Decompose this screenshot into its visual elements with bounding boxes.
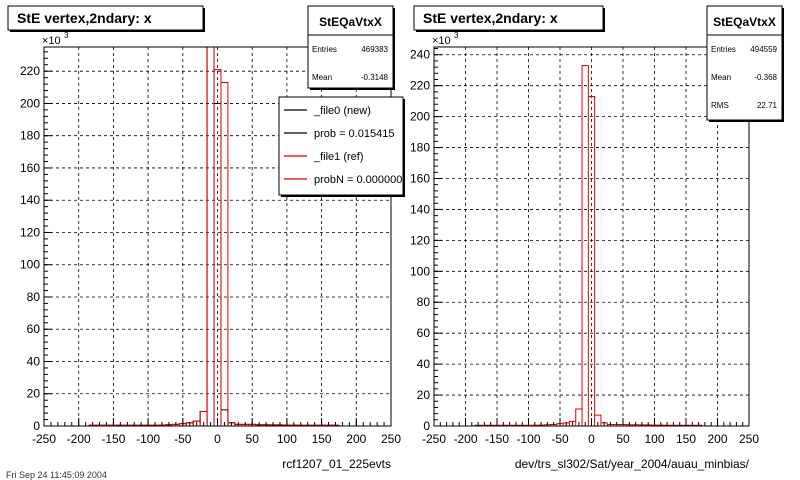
stats-box bbox=[706, 5, 783, 121]
y-tick-label: 40 bbox=[417, 357, 431, 371]
x-tick-label: -50 bbox=[174, 432, 192, 446]
y-multiplier-exponent: 3 bbox=[454, 31, 459, 40]
y-tick-label: 100 bbox=[410, 264, 430, 278]
legend-label: prob = 0.015415 bbox=[314, 128, 394, 140]
y-tick-label: 160 bbox=[20, 161, 40, 175]
y-axis: 0 20 40 60 80 100 120 140 160 180 200 220 bbox=[20, 51, 52, 433]
x-tick-label: 0 bbox=[588, 432, 595, 446]
x-tick-label: 50 bbox=[246, 432, 260, 446]
x-tick-label: 250 bbox=[381, 432, 401, 446]
y-tick-label: 60 bbox=[27, 322, 41, 336]
stats-value: -0.368 bbox=[754, 73, 777, 82]
y-tick-label: 20 bbox=[27, 387, 41, 401]
title-box bbox=[7, 5, 204, 31]
y-multiplier: ×10 bbox=[42, 35, 61, 47]
legend: _file0 (new) prob = 0.015415 _file1 (ref) p… bbox=[278, 96, 405, 197]
stats-name: StEQaVtxX bbox=[713, 15, 776, 29]
y-tick-label: 240 bbox=[410, 48, 430, 62]
legend-label: probN = 0.000000 bbox=[314, 174, 402, 186]
x-axis-label: rcf1207_01_225evts bbox=[282, 457, 391, 471]
bar bbox=[214, 70, 221, 426]
x-tick-label: -200 bbox=[453, 432, 477, 446]
title-box bbox=[413, 5, 604, 31]
y-tick-label: 40 bbox=[27, 354, 41, 368]
x-tick-label: -150 bbox=[485, 432, 509, 446]
y-tick-label: 120 bbox=[410, 233, 430, 247]
y-tick-label: 140 bbox=[410, 202, 430, 216]
x-tick-label: 150 bbox=[312, 432, 332, 446]
x-tick-label: 100 bbox=[644, 432, 664, 446]
x-tick-label: -100 bbox=[136, 432, 160, 446]
x-tick-label: 100 bbox=[277, 432, 297, 446]
stats-label: Entries bbox=[711, 45, 736, 54]
y-tick-label: 120 bbox=[20, 225, 40, 239]
y-tick-label: 140 bbox=[20, 193, 40, 207]
y-tick-label: 100 bbox=[20, 258, 40, 272]
stats-value: 22.71 bbox=[757, 101, 778, 110]
stats-value: 469383 bbox=[361, 45, 388, 54]
y-tick-label: 20 bbox=[417, 388, 431, 402]
legend-label: _file1 (ref) bbox=[313, 151, 364, 163]
y-tick-label: 200 bbox=[20, 96, 40, 110]
y-tick-label: 60 bbox=[417, 326, 431, 340]
x-axis-label: dev/trs_sl302/Sat/year_2004/auau_minbias… bbox=[515, 457, 750, 471]
y-axis: 0 20 40 60 80 100 120 140 160 180 200 220 240 bbox=[410, 48, 442, 433]
y-tick-label: 0 bbox=[423, 419, 430, 433]
y-tick-label: 200 bbox=[410, 110, 430, 124]
stats-label: Entries bbox=[312, 45, 337, 54]
y-tick-label: 220 bbox=[410, 79, 430, 93]
x-tick-label: 250 bbox=[739, 432, 759, 446]
bar bbox=[588, 97, 594, 426]
bar bbox=[582, 66, 588, 426]
x-tick-label: -50 bbox=[551, 432, 569, 446]
stats-label: Mean bbox=[711, 73, 731, 82]
stats-value: 494559 bbox=[750, 45, 777, 54]
bar bbox=[207, 47, 214, 426]
stats-box bbox=[307, 5, 394, 89]
x-tick-label: -100 bbox=[516, 432, 540, 446]
footer-timestamp: Fri Sep 24 11:45:09 2004 bbox=[6, 470, 107, 480]
y-multiplier-exponent: 3 bbox=[64, 31, 69, 40]
y-tick-label: 180 bbox=[410, 141, 430, 155]
stats-name: StEQaVtxX bbox=[319, 15, 382, 29]
y-tick-label: 160 bbox=[410, 171, 430, 185]
y-tick-label: 220 bbox=[20, 64, 40, 78]
bar bbox=[221, 82, 228, 426]
stats-label: Mean bbox=[312, 73, 332, 82]
x-tick-label: -250 bbox=[32, 432, 56, 446]
x-tick-label: 150 bbox=[676, 432, 696, 446]
stats-value: -0.3148 bbox=[361, 73, 389, 82]
y-tick-label: 180 bbox=[20, 129, 40, 143]
y-tick-label: 0 bbox=[33, 419, 40, 433]
stats-label: RMS bbox=[711, 101, 729, 110]
chart-panel-1: -250 -200 -150 -100 -50 0 50 100 150 200 250 0 20 40 6… bbox=[7, 5, 405, 471]
chart-title: StE vertex,2ndary: x bbox=[17, 10, 152, 26]
x-tick-label: 50 bbox=[616, 432, 630, 446]
y-tick-label: 80 bbox=[27, 290, 41, 304]
x-axis: -250 -200 -150 -100 -50 0 50 100 150 200 250 bbox=[32, 418, 401, 446]
legend-label: _file0 (new) bbox=[313, 105, 371, 117]
series-1 bbox=[434, 65, 749, 427]
y-multiplier: ×10 bbox=[432, 35, 451, 47]
x-tick-label: -150 bbox=[101, 432, 125, 446]
x-axis: -250 -200 -150 -100 -50 0 50 100 150 200 250 bbox=[422, 418, 759, 446]
chart-panel-2: -250 -200 -150 -100 -50 0 50 100 150 200 250 0 20 40 6… bbox=[410, 5, 784, 471]
x-tick-label: 200 bbox=[346, 432, 366, 446]
y-tick-label: 80 bbox=[417, 295, 431, 309]
x-tick-label: -200 bbox=[67, 432, 91, 446]
grid bbox=[434, 47, 749, 426]
x-tick-label: 0 bbox=[214, 432, 221, 446]
x-tick-label: -250 bbox=[422, 432, 446, 446]
chart-title: StE vertex,2ndary: x bbox=[423, 10, 558, 26]
x-tick-label: 200 bbox=[707, 432, 727, 446]
